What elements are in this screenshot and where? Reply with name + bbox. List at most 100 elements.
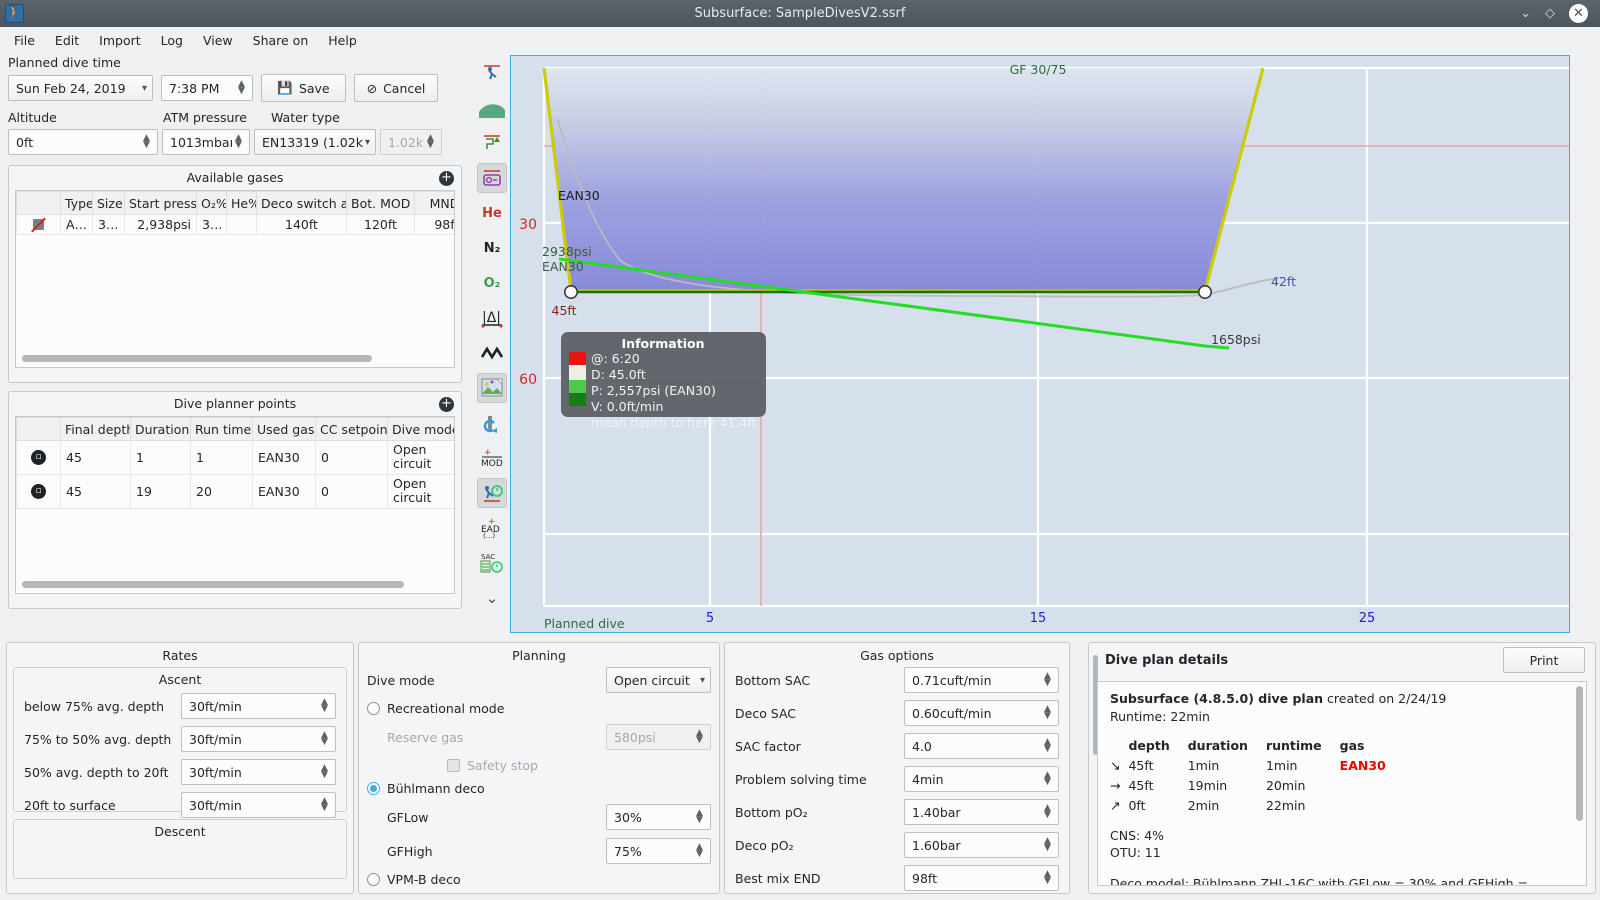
details-text-scrollbar-thumb[interactable] bbox=[1576, 686, 1583, 821]
cancel-button[interactable]: ⊘ Cancel bbox=[354, 74, 438, 102]
table-row[interactable]: A… 3… 2,938psi 3… 140ft 120ft 98f bbox=[16, 214, 454, 235]
toggle-oxygen-icon[interactable]: O₂ bbox=[483, 275, 501, 291]
dive-time-field[interactable]: 7:38 PM ▲ ▼ bbox=[161, 75, 253, 101]
cell-cc-setpoint[interactable]: 0 bbox=[315, 473, 388, 509]
col-final-depth[interactable]: Final depth bbox=[60, 417, 131, 441]
points-hscrollbar-track[interactable] bbox=[16, 577, 454, 593]
cell-o2[interactable]: 3… bbox=[196, 214, 227, 235]
gfhigh-stepper[interactable]: ▲ ▼ bbox=[696, 842, 703, 859]
deco-sac-stepper[interactable]: ▲ ▼ bbox=[1044, 704, 1051, 721]
no-gas-icon[interactable] bbox=[30, 217, 47, 232]
recreational-mode-row[interactable]: Recreational mode bbox=[367, 701, 711, 716]
details-text-scrollbar-track[interactable] bbox=[1573, 682, 1586, 885]
rate-stepper[interactable]: ▲ ▼ bbox=[321, 730, 328, 747]
col-o2[interactable]: O₂% bbox=[196, 191, 227, 215]
altitude-stepper[interactable]: ▲ ▼ bbox=[143, 133, 150, 150]
col-cc-setpoint[interactable]: CC setpoint bbox=[315, 417, 388, 441]
bottom-po2-field[interactable]: 1.40bar ▲ ▼ bbox=[904, 799, 1059, 825]
toggle-heartrate-icon[interactable] bbox=[477, 163, 507, 193]
cell-used-gas[interactable]: EAN30 bbox=[252, 440, 316, 475]
cell-dive-mode[interactable]: Open circuit bbox=[387, 440, 454, 475]
col-dive-mode[interactable]: Dive mode bbox=[387, 417, 454, 441]
col-size[interactable]: Size bbox=[92, 191, 125, 215]
dive-date-combo[interactable]: Sun Feb 24, 2019 ▾ bbox=[8, 75, 153, 101]
toggle-tissues-icon[interactable] bbox=[477, 128, 507, 158]
gflow-field[interactable]: 30% ▲ ▼ bbox=[606, 804, 711, 830]
menu-import[interactable]: Import bbox=[99, 32, 141, 48]
radio-vpmb-deco[interactable] bbox=[367, 873, 380, 886]
best-mix-end-stepper[interactable]: ▲ ▼ bbox=[1044, 869, 1051, 886]
bottom-po2-stepper[interactable]: ▲ ▼ bbox=[1044, 803, 1051, 820]
minimize-button[interactable]: ⌄ bbox=[1520, 6, 1531, 21]
toggle-calculated-ceiling-icon[interactable] bbox=[477, 93, 507, 123]
row-no-gas-cell[interactable] bbox=[16, 214, 61, 235]
toggle-helium-icon[interactable]: He bbox=[482, 205, 502, 221]
altitude-field[interactable]: 0ft ▲ ▼ bbox=[8, 129, 158, 155]
toggle-ead-end-icon[interactable]: + EAD (...) bbox=[477, 513, 507, 543]
col-mnd[interactable]: MND bbox=[414, 191, 454, 215]
atm-pressure-field[interactable]: 1013mbar ▲ ▼ bbox=[162, 129, 250, 155]
menu-share-on[interactable]: Share on bbox=[252, 32, 309, 48]
toggle-deltas-icon[interactable]: |Δ| bbox=[477, 303, 507, 333]
rate-stepper[interactable]: ▲ ▼ bbox=[321, 796, 328, 813]
scroll-down-icon[interactable]: ⌄ bbox=[485, 589, 499, 607]
deco-po2-stepper[interactable]: ▲ ▼ bbox=[1044, 836, 1051, 853]
toggle-sac-icon[interactable]: SAC bbox=[477, 548, 507, 578]
rate-stepper[interactable]: ▲ ▼ bbox=[321, 697, 328, 714]
cell-run-time[interactable]: 1 bbox=[190, 440, 253, 475]
maximize-button[interactable]: ◇ bbox=[1545, 6, 1555, 21]
cell-mnd[interactable]: 98f bbox=[414, 214, 454, 235]
col-start-press[interactable]: Start press bbox=[124, 191, 197, 215]
menu-file[interactable]: File bbox=[14, 32, 35, 48]
table-row[interactable]: ▫ 45 1 1 EAN30 0 Open circuit bbox=[16, 440, 454, 475]
available-gases-table[interactable]: Type Size Start press O₂% He% Deco switc… bbox=[15, 190, 455, 368]
planner-points-table[interactable]: Final depth Duration Run time Used gas C… bbox=[15, 416, 455, 594]
ascent-below-75-field[interactable]: 30ft/min ▲ ▼ bbox=[181, 693, 336, 719]
problem-solving-time-field[interactable]: 4min ▲ ▼ bbox=[904, 766, 1059, 792]
toggle-ndl-tts-icon[interactable] bbox=[477, 478, 507, 508]
problem-solving-stepper[interactable]: ▲ ▼ bbox=[1044, 770, 1051, 787]
toggle-nitrogen-icon[interactable]: N₂ bbox=[483, 240, 501, 256]
save-button[interactable]: 💾 Save bbox=[261, 74, 346, 102]
sac-factor-stepper[interactable]: ▲ ▼ bbox=[1044, 737, 1051, 754]
time-stepper[interactable]: ▲ ▼ bbox=[238, 79, 245, 96]
col-bot-mod[interactable]: Bot. MOD bbox=[346, 191, 415, 215]
cell-final-depth[interactable]: 45 bbox=[60, 473, 131, 509]
buhlmann-deco-row[interactable]: Bühlmann deco bbox=[367, 781, 711, 796]
cell-duration[interactable]: 19 bbox=[130, 473, 191, 509]
col-run-time[interactable]: Run time bbox=[190, 417, 253, 441]
menu-view[interactable]: View bbox=[202, 32, 233, 48]
dive-mode-combo[interactable]: Open circuit ▾ bbox=[606, 667, 711, 693]
trash-icon[interactable]: ▫ bbox=[31, 449, 46, 465]
cell-final-depth[interactable]: 45 bbox=[60, 440, 131, 475]
radio-buhlmann-deco[interactable] bbox=[367, 782, 380, 795]
dive-profile-chart[interactable]: GF 30/75 EAN30 2938psi EAN30 45ft 42ft 1… bbox=[510, 55, 1570, 633]
toggle-scr-icon[interactable] bbox=[477, 338, 507, 368]
vpmb-deco-row[interactable]: VPM-B deco bbox=[367, 872, 711, 887]
cell-duration[interactable]: 1 bbox=[130, 440, 191, 475]
col-icon[interactable] bbox=[16, 191, 61, 215]
cell-size[interactable]: 3… bbox=[92, 214, 125, 235]
cell-cc-setpoint[interactable]: 0 bbox=[315, 440, 388, 475]
sac-factor-field[interactable]: 4.0 ▲ ▼ bbox=[904, 733, 1059, 759]
row-delete-cell[interactable]: ▫ bbox=[16, 473, 61, 509]
cell-start-press[interactable]: 2,938psi bbox=[124, 214, 197, 235]
add-gas-button[interactable]: + bbox=[439, 171, 454, 186]
bottom-sac-stepper[interactable]: ▲ ▼ bbox=[1044, 671, 1051, 688]
cell-he[interactable] bbox=[226, 214, 257, 235]
toggle-dc-reported-ceiling-icon[interactable] bbox=[477, 58, 507, 88]
water-type-combo[interactable]: EN13319 (1.02k ▾ bbox=[254, 129, 376, 155]
menu-edit[interactable]: Edit bbox=[54, 32, 80, 48]
toggle-photos-icon[interactable] bbox=[477, 373, 507, 403]
menu-log[interactable]: Log bbox=[160, 32, 183, 48]
gases-hscrollbar-track[interactable] bbox=[16, 351, 454, 367]
toggle-tankbar-icon[interactable] bbox=[477, 408, 507, 438]
col-duration[interactable]: Duration bbox=[130, 417, 191, 441]
print-button[interactable]: Print bbox=[1503, 647, 1585, 673]
points-hscrollbar-thumb[interactable] bbox=[22, 581, 404, 588]
close-button[interactable]: ✕ bbox=[1569, 4, 1588, 23]
col-icon[interactable] bbox=[16, 417, 61, 441]
col-deco-switch[interactable]: Deco switch at bbox=[256, 191, 347, 215]
row-delete-cell[interactable]: ▫ bbox=[16, 440, 61, 475]
gfhigh-field[interactable]: 75% ▲ ▼ bbox=[606, 838, 711, 864]
